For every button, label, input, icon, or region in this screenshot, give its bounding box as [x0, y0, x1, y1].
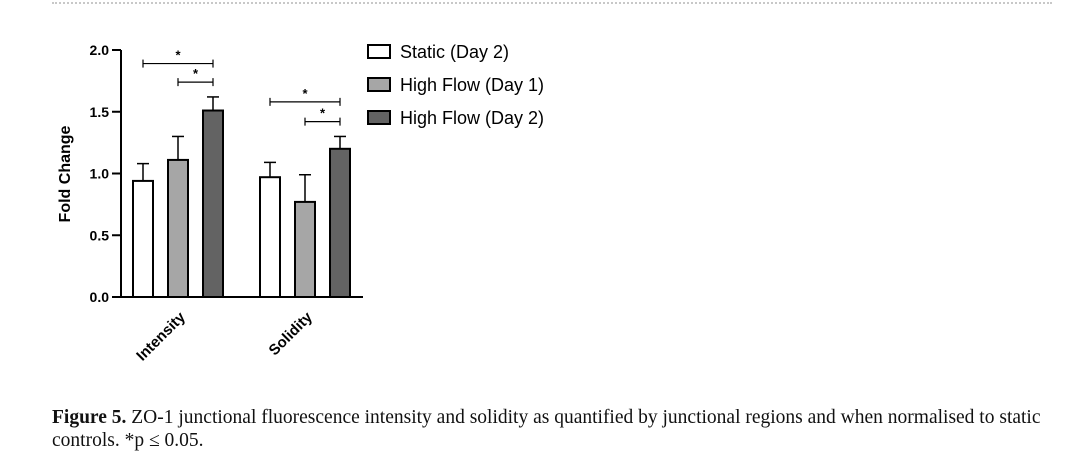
- legend-label: High Flow (Day 2): [400, 108, 544, 128]
- y-axis-title: Fold Change: [57, 125, 74, 222]
- legend-label: Static (Day 2): [400, 42, 509, 62]
- bar: [294, 200, 316, 298]
- figure-caption: Figure 5. ZO-1 junctional fluorescence i…: [52, 406, 1052, 452]
- top-dotted-rule: [52, 2, 1052, 4]
- caption-label: Figure 5.: [52, 407, 127, 428]
- bar: [259, 176, 281, 298]
- bar: [132, 179, 154, 298]
- significance-label: *: [302, 86, 308, 101]
- bar: [202, 109, 224, 298]
- y-tick-label: 1.5: [90, 104, 110, 120]
- legend-label: High Flow (Day 1): [400, 75, 544, 95]
- y-tick-label: 0.5: [90, 227, 110, 243]
- significance-label: *: [193, 66, 199, 81]
- caption-text: ZO-1 junctional fluorescence intensity a…: [52, 407, 1041, 451]
- legend-swatch: [367, 110, 391, 125]
- bar-chart: 0.0 0.5 1.0 1.5 2.0 Fold Change Intensity Solid…: [57, 42, 544, 364]
- y-tick-label: 0.0: [90, 289, 110, 305]
- legend-swatch: [367, 77, 391, 92]
- legend-swatch: [367, 44, 391, 59]
- significance-label: *: [320, 106, 326, 121]
- bar: [167, 158, 189, 298]
- significance-label: *: [175, 48, 181, 63]
- x-tick-label: Intensity: [133, 308, 189, 364]
- x-tick-label: Solidity: [266, 308, 317, 359]
- y-tick-label: 2.0: [90, 42, 110, 58]
- bar: [329, 147, 351, 298]
- y-tick-label: 1.0: [90, 166, 110, 182]
